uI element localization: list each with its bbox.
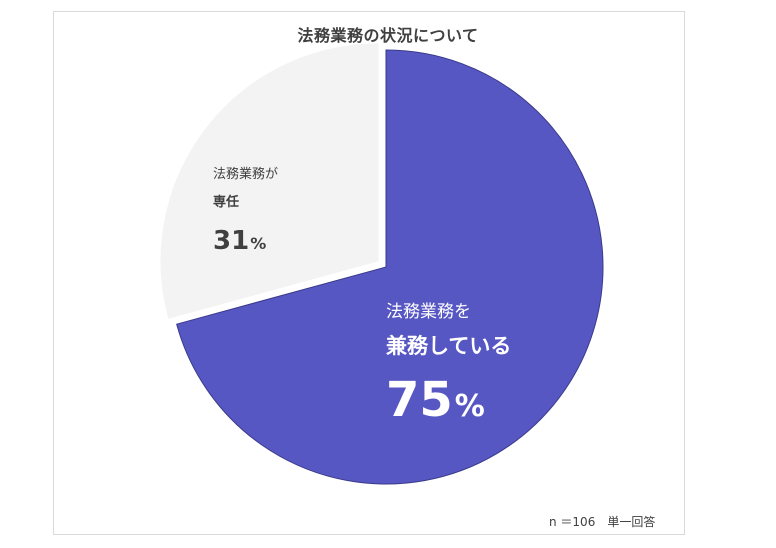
slice-label-sennin-line1: 法務業務が <box>213 166 278 181</box>
slice-value-kenmu: 75% <box>386 372 485 428</box>
slice-label-kenmu-line2: 兼務している <box>386 334 511 358</box>
slice-label-sennin-line2: 専任 <box>213 194 239 210</box>
chart-title: 法務業務の状況について <box>297 26 479 45</box>
pie-slice-kenmu <box>176 49 604 485</box>
pie-slice-sennin <box>160 43 379 319</box>
sample-note: n ＝106 単一回答 <box>549 515 656 529</box>
slice-value-sennin: 31% <box>213 226 266 256</box>
slice-label-kenmu-line1: 法務業務を <box>386 302 471 321</box>
